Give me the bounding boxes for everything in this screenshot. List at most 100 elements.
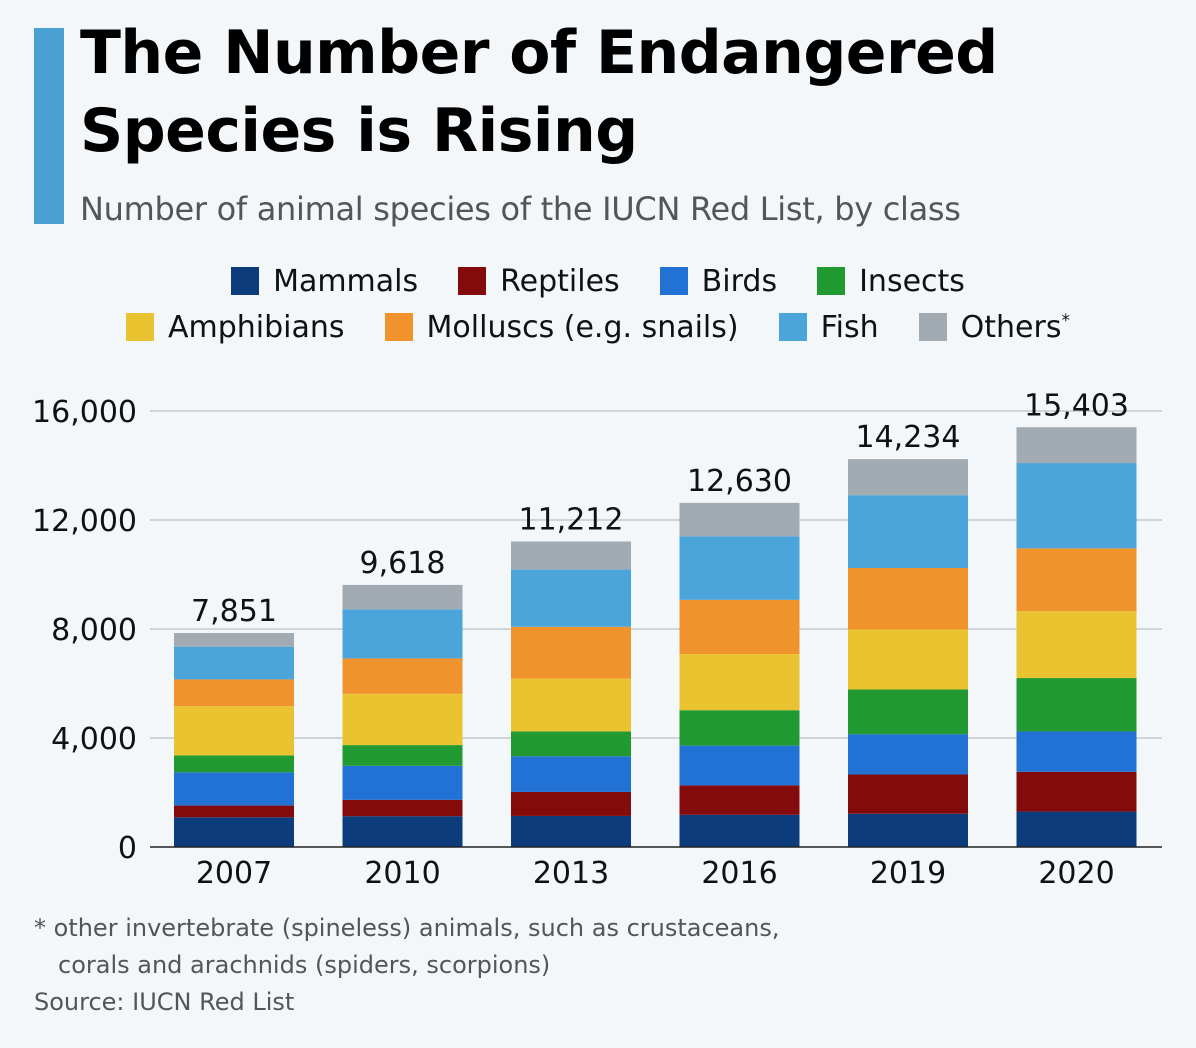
bar-segment xyxy=(848,689,968,735)
bar-segment xyxy=(511,678,631,732)
bar-segment xyxy=(848,774,968,814)
bar-segment xyxy=(848,813,968,847)
bar-segment xyxy=(342,799,463,817)
bar-segment xyxy=(679,502,800,537)
legend-row-2: Amphibians Molluscs (e.g. snails) Fish O… xyxy=(0,304,1196,350)
legend-label-insects: Insects xyxy=(859,263,965,299)
bar-total-label: 9,618 xyxy=(360,546,446,581)
legend-label-molluscs: Molluscs (e.g. snails) xyxy=(426,309,739,345)
chart-title: The Number of Endangered Species is Risi… xyxy=(80,18,998,166)
x-tick-label: 2019 xyxy=(870,856,946,891)
title-accent-bar xyxy=(34,28,64,224)
bar-segment xyxy=(848,567,968,630)
bar-segment xyxy=(342,816,463,847)
bar-segment xyxy=(511,791,631,816)
legend-item-mammals: Mammals xyxy=(231,264,418,299)
legend-swatch-molluscs xyxy=(384,313,413,341)
legend-label-mammals: Mammals xyxy=(273,263,419,299)
legend-label-others: Others* xyxy=(961,310,1070,345)
bar-segment xyxy=(511,569,631,627)
bar-segment xyxy=(511,541,631,570)
bar-stack xyxy=(679,502,800,847)
bar-segment xyxy=(174,706,294,756)
source-note: Source: IUCN Red List xyxy=(34,988,295,1016)
bar-stack xyxy=(1016,427,1137,847)
bars xyxy=(174,427,1137,847)
bar-segment xyxy=(174,817,294,847)
bar-total-label: 15,403 xyxy=(1024,388,1129,423)
bar-segment xyxy=(174,679,294,707)
bar-segment xyxy=(342,584,463,610)
bar-stack xyxy=(511,541,631,847)
x-tick-label: 2007 xyxy=(196,856,272,891)
bar-segment xyxy=(1016,771,1137,812)
legend-item-amphibians: Amphibians xyxy=(126,310,345,345)
bar-segment xyxy=(174,772,294,806)
bar-segment xyxy=(679,654,800,711)
bar-segment xyxy=(1016,731,1137,772)
bar-total-label: 7,851 xyxy=(191,594,277,629)
y-tick-label: 8,000 xyxy=(51,613,137,648)
bar-stack xyxy=(174,633,294,847)
bar-segment xyxy=(1016,678,1137,732)
legend-row-1: Mammals Reptiles Birds Insects xyxy=(0,258,1196,304)
x-tick-label: 2013 xyxy=(533,856,609,891)
footnote: * other invertebrate (spineless) animals… xyxy=(34,910,779,984)
footnote-line-2: corals and arachnids (spiders, scorpions… xyxy=(58,951,551,979)
legend-item-fish: Fish xyxy=(778,309,879,345)
bar-segment xyxy=(1016,463,1137,549)
bar-segment xyxy=(511,756,631,792)
legend-item-reptiles: Reptiles xyxy=(458,264,620,299)
bar-total-label: 12,630 xyxy=(687,464,792,499)
legend-item-insects: Insects xyxy=(817,264,965,299)
bar-segment xyxy=(1016,548,1137,612)
legend: Mammals Reptiles Birds Insects Amphibian… xyxy=(0,258,1196,350)
bar-segment xyxy=(174,755,294,773)
bar-stack xyxy=(342,584,463,847)
y-tick-label: 4,000 xyxy=(51,722,137,757)
bar-segment xyxy=(1016,611,1137,679)
bar-total-labels: 7,851 9,618 11,212 12,630 14,234 15,403 xyxy=(191,388,1129,629)
legend-label-amphibians: Amphibians xyxy=(168,309,345,345)
legend-swatch-mammals xyxy=(231,267,260,295)
bar-segment xyxy=(342,745,463,766)
bar-segment xyxy=(342,693,463,746)
bar-stack xyxy=(848,459,968,847)
bar-total-label: 11,212 xyxy=(519,502,624,537)
legend-swatch-others xyxy=(918,313,947,341)
x-axis-tick-labels: 2007 2010 2013 2016 2019 2020 xyxy=(196,856,1115,891)
bar-segment xyxy=(679,814,800,847)
bar-segment xyxy=(1016,427,1137,464)
x-tick-label: 2020 xyxy=(1038,856,1114,891)
legend-item-birds: Birds xyxy=(659,263,778,299)
footnote-line-1: * other invertebrate (spineless) animals… xyxy=(34,914,780,942)
legend-swatch-reptiles xyxy=(458,267,487,295)
bar-total-label: 14,234 xyxy=(856,420,961,455)
bar-segment xyxy=(342,609,463,659)
legend-swatch-birds xyxy=(659,267,688,295)
bar-segment xyxy=(848,734,968,775)
y-tick-label: 12,000 xyxy=(32,504,137,539)
bar-segment xyxy=(679,710,800,746)
bar-segment xyxy=(679,599,800,655)
y-tick-label: 16,000 xyxy=(32,395,137,430)
bar-segment xyxy=(848,495,968,568)
bar-segment xyxy=(511,626,631,679)
legend-swatch-fish xyxy=(778,313,807,341)
legend-item-molluscs: Molluscs (e.g. snails) xyxy=(384,309,739,345)
bar-segment xyxy=(679,745,800,786)
bar-segment xyxy=(174,805,294,818)
y-tick-label: 0 xyxy=(118,831,137,866)
bar-segment xyxy=(1016,811,1137,847)
legend-label-others-asterisk: * xyxy=(1061,310,1070,331)
legend-item-others: Others* xyxy=(918,310,1070,345)
legend-label-birds: Birds xyxy=(701,263,778,299)
legend-label-others-text: Others xyxy=(960,309,1062,345)
legend-label-reptiles: Reptiles xyxy=(500,263,620,299)
bar-segment xyxy=(848,629,968,690)
legend-label-fish: Fish xyxy=(820,309,879,345)
legend-swatch-insects xyxy=(817,267,846,295)
bar-segment xyxy=(342,658,463,694)
bar-segment xyxy=(174,633,294,647)
